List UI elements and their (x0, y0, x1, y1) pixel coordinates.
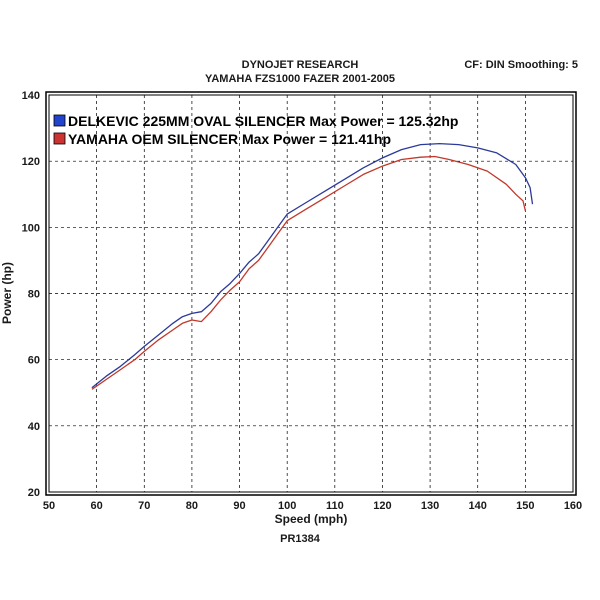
y-tick-label: 120 (22, 156, 40, 168)
y-tick-label: 100 (22, 222, 40, 234)
x-tick-label: 80 (186, 500, 198, 512)
grid-layer (49, 95, 573, 492)
x-tick-label: 120 (373, 500, 391, 512)
chart-subtitle: YAMAHA FZS1000 FAZER 2001-2005 (205, 73, 395, 85)
run-id: PR1384 (280, 533, 321, 545)
x-tick-label: 130 (421, 500, 439, 512)
chart-title: DYNOJET RESEARCH (242, 59, 359, 71)
x-tick-label: 160 (564, 500, 582, 512)
x-tick-label: 110 (326, 500, 344, 512)
legend-swatch-series-2 (53, 132, 66, 145)
y-tick-label: 20 (28, 487, 40, 499)
x-tick-label: 70 (138, 500, 150, 512)
y-axis-label: Power (hp) (0, 262, 14, 324)
x-tick-label: 90 (233, 500, 245, 512)
x-tick-label: 140 (469, 500, 487, 512)
x-axis-label: Speed (mph) (275, 512, 348, 526)
legend-swatch-series-1 (53, 114, 66, 127)
y-tick-label: 60 (28, 355, 40, 367)
legend-label-series-2: YAMAHA OEM SILENCER Max Power = 121.41hp (68, 131, 391, 147)
x-tick-label: 100 (278, 500, 296, 512)
y-tick-labels: 20 40 60 80 100 120 140 (22, 90, 40, 499)
legend-label-series-1: DELKEVIC 225MM OVAL SILENCER Max Power =… (68, 113, 458, 129)
chart-settings: CF: DIN Smoothing: 5 (464, 59, 578, 71)
y-tick-label: 40 (28, 421, 40, 433)
plot-frame (45, 91, 577, 496)
x-tick-label: 60 (91, 500, 103, 512)
x-tick-label: 150 (516, 500, 534, 512)
y-tick-label: 80 (28, 289, 40, 301)
series-line-1 (91, 142, 534, 389)
plot-inner-border (48, 94, 574, 493)
x-tick-labels: 50 60 70 80 90 100 110 120 130 140 150 160 (43, 500, 582, 512)
x-tick-label: 50 (43, 500, 55, 512)
legend: DELKEVIC 225MM OVAL SILENCER Max Power =… (53, 113, 458, 147)
series-line-2 (91, 155, 527, 390)
series-layer (91, 142, 534, 390)
y-tick-label: 140 (22, 90, 40, 102)
